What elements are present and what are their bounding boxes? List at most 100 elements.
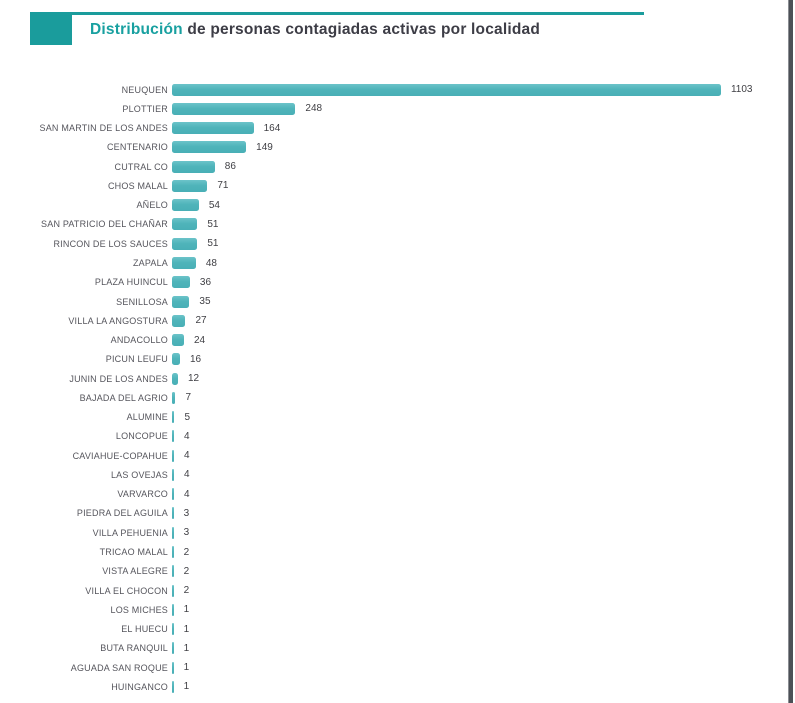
bar-track: 86 bbox=[172, 160, 236, 173]
bar bbox=[172, 102, 296, 115]
bar-track: 1 bbox=[172, 642, 189, 655]
bar-row: SAN MARTIN DE LOS ANDES 164 bbox=[20, 119, 780, 138]
category-label: ALUMINE bbox=[126, 412, 168, 423]
value-label: 48 bbox=[205, 257, 217, 269]
bar bbox=[172, 449, 174, 462]
bar-track: 149 bbox=[172, 141, 273, 154]
bar-track: 51 bbox=[172, 237, 219, 250]
vertical-scrollbar[interactable] bbox=[788, 0, 793, 703]
bar-track: 54 bbox=[172, 199, 220, 212]
chart-header: Distribución de personas contagiadas act… bbox=[30, 12, 644, 45]
category-label: NEUQUEN bbox=[121, 84, 168, 95]
category-label: ZAPALA bbox=[132, 258, 168, 269]
bar-row: TRICAO MALAL 2 bbox=[20, 542, 780, 561]
bar-row: CENTENARIO 149 bbox=[20, 138, 780, 157]
bar bbox=[172, 122, 254, 135]
bar bbox=[172, 237, 198, 250]
value-label: 86 bbox=[224, 161, 236, 173]
bar-track: 1 bbox=[172, 661, 190, 674]
bar-track: 1 bbox=[172, 680, 190, 693]
bar-row: PLAZA HUINCUL 36 bbox=[20, 273, 780, 292]
value-label: 2 bbox=[183, 565, 190, 577]
value-label: 51 bbox=[207, 218, 219, 230]
category-label: LONCOPUE bbox=[115, 431, 168, 442]
bar-row: PIEDRA DEL AGUILA 3 bbox=[20, 504, 780, 523]
bar bbox=[172, 680, 174, 693]
value-label: 1 bbox=[183, 662, 190, 674]
bar-track: 4 bbox=[172, 468, 190, 481]
bar-track: 1103 bbox=[172, 83, 753, 96]
bar bbox=[172, 295, 190, 308]
bar bbox=[172, 488, 174, 501]
value-label: 24 bbox=[193, 334, 206, 346]
bar bbox=[172, 199, 199, 212]
category-label: TRICAO MALAL bbox=[99, 547, 168, 557]
category-label: PLAZA HUINCUL bbox=[94, 277, 168, 288]
bar-track: 16 bbox=[172, 353, 201, 366]
bar-row: JUNIN DE LOS ANDES 12 bbox=[20, 369, 780, 388]
bar-row: ZAPALA 48 bbox=[20, 253, 780, 272]
bar-row: VILLA EL CHOCON 2 bbox=[20, 581, 780, 600]
bar-row: CAVIAHUE-COPAHUE 4 bbox=[20, 446, 780, 465]
bar bbox=[172, 179, 208, 192]
value-label: 1 bbox=[183, 681, 190, 693]
bar bbox=[172, 642, 174, 655]
value-label: 71 bbox=[217, 180, 229, 192]
value-label: 1 bbox=[183, 604, 190, 616]
value-label: 3 bbox=[183, 507, 190, 519]
bar-track: 24 bbox=[172, 334, 206, 347]
value-label: 248 bbox=[305, 103, 323, 115]
category-label: AÑELO bbox=[136, 200, 168, 211]
value-label: 36 bbox=[199, 276, 212, 288]
bar-track: 4 bbox=[172, 430, 190, 443]
category-label: VILLA EL CHOCON bbox=[85, 585, 168, 596]
value-label: 1103 bbox=[730, 84, 753, 96]
value-label: 1 bbox=[183, 623, 190, 635]
category-label: PICUN LEUFU bbox=[105, 354, 168, 365]
category-label: CUTRAL CO bbox=[114, 161, 168, 172]
bar-track: 36 bbox=[172, 276, 212, 289]
bar-row: VARVARCO 4 bbox=[20, 485, 780, 504]
category-label: LOS MICHES bbox=[110, 604, 168, 615]
category-label: LAS OVEJAS bbox=[110, 469, 168, 480]
bar-track: 51 bbox=[172, 218, 219, 231]
category-label: BAJADA DEL AGRIO bbox=[79, 392, 168, 403]
bar-row: PLOTTIER 248 bbox=[20, 99, 780, 118]
chart-title-rest: de personas contagiadas activas por loca… bbox=[182, 21, 541, 38]
category-label: CAVIAHUE-COPAHUE bbox=[72, 450, 168, 461]
bar-row: VISTA ALEGRE 2 bbox=[20, 562, 780, 581]
bar bbox=[172, 526, 174, 539]
category-label: VARVARCO bbox=[117, 489, 168, 500]
value-label: 54 bbox=[208, 199, 220, 211]
bar-row: HUINGANCO 1 bbox=[20, 677, 780, 696]
bar-track: 2 bbox=[172, 546, 189, 558]
value-label: 12 bbox=[187, 373, 200, 385]
bar bbox=[172, 334, 184, 347]
bar-track: 4 bbox=[172, 449, 190, 462]
bar-track: 12 bbox=[172, 372, 200, 385]
value-label: 3 bbox=[183, 527, 190, 539]
bar-track: 3 bbox=[172, 526, 190, 539]
value-label: 7 bbox=[185, 392, 192, 404]
category-label: VILLA PEHUENIA bbox=[92, 527, 168, 538]
category-label: HUINGANCO bbox=[111, 681, 168, 692]
bar bbox=[172, 391, 176, 404]
bar-row: ALUMINE 5 bbox=[20, 408, 780, 427]
bar bbox=[172, 623, 174, 636]
bar-row: ANDACOLLO 24 bbox=[20, 330, 780, 349]
bar bbox=[172, 468, 174, 481]
bar-row: SENILLOSA 35 bbox=[20, 292, 780, 311]
bar-row: LOS MICHES 1 bbox=[20, 600, 780, 619]
bar bbox=[172, 276, 190, 289]
bar bbox=[172, 546, 174, 558]
bar-row: EL HUECU 1 bbox=[20, 619, 780, 638]
bar-row: PICUN LEUFU 16 bbox=[20, 350, 780, 369]
bar-row: LONCOPUE 4 bbox=[20, 427, 780, 446]
value-label: 2 bbox=[183, 585, 190, 597]
bar bbox=[172, 83, 721, 96]
bar bbox=[172, 160, 215, 173]
bar-track: 4 bbox=[172, 488, 190, 501]
category-label: SAN PATRICIO DEL CHAÑAR bbox=[41, 219, 168, 230]
category-label: CHOS MALAL bbox=[107, 180, 168, 191]
bar-track: 48 bbox=[172, 257, 217, 270]
